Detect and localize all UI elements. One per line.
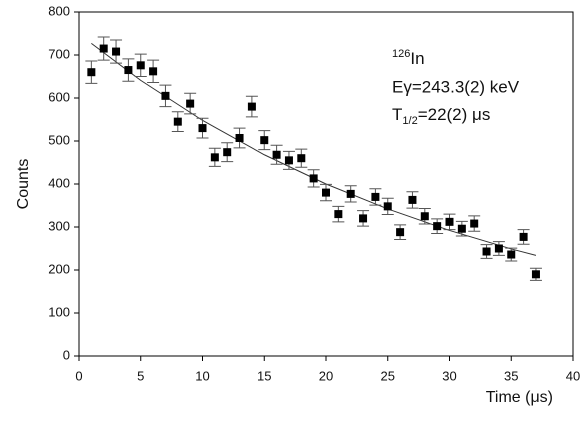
data-point [186,99,195,108]
annotation-half-life: T1/2=22(2) μs [392,105,490,126]
x-tick-label: 0 [75,368,82,383]
y-tick-label: 500 [48,132,70,147]
x-tick-label: 5 [137,368,144,383]
y-tick-label: 600 [48,89,70,104]
y-tick-label: 700 [48,46,70,61]
isotope-mass: 126 [392,48,410,60]
x-tick-label: 35 [504,368,518,383]
y-axis-label: Counts [15,159,32,210]
data-point [235,133,244,142]
data-point [531,270,540,279]
half-life-symbol: T [392,105,402,124]
y-tick-label: 200 [48,261,70,276]
x-tick-label: 40 [566,368,580,383]
data-point [223,148,232,157]
data-point [198,124,207,133]
data-point [124,66,133,75]
data-point [519,232,528,241]
half-life-value: =22(2) μs [418,105,491,124]
y-tick-label: 800 [48,3,70,18]
annotation-energy: Eγ=243.3(2) keV [392,77,520,96]
data-point [284,156,293,165]
data-point [482,247,491,256]
data-point [470,219,479,228]
half-life-sub: 1/2 [402,115,417,127]
data-point [322,188,330,197]
fit-curve [91,42,537,256]
x-tick-label: 30 [442,368,456,383]
data-point [371,192,380,201]
x-tick-label: 20 [319,368,333,383]
data-point [260,136,269,145]
data-point [359,214,368,223]
data-point [457,224,466,233]
data-point [112,47,121,56]
data-point [210,153,219,162]
x-tick-label: 10 [195,368,209,383]
data-point [396,228,405,237]
data-point [494,244,503,253]
data-point [136,61,145,70]
data-point [346,189,355,198]
data-point [87,68,96,77]
y-tick-label: 300 [48,218,70,233]
y-tick-label: 0 [63,347,70,362]
data-point [309,174,318,183]
data-point [161,91,170,100]
annotation-isotope: 126In [392,48,425,69]
data-point [383,202,392,211]
data-point [247,102,256,111]
y-tick-label: 400 [48,175,70,190]
x-axis-label: Time (μs) [486,389,553,406]
data-point [445,217,454,226]
data-point [272,150,281,159]
data-point [99,44,108,53]
data-point [173,117,182,126]
data-point [297,154,306,163]
x-tick-label: 15 [257,368,271,383]
y-tick-label: 100 [48,304,70,319]
data-point [334,210,343,219]
data-point [408,195,417,204]
data-point [420,212,429,221]
data-point [433,222,442,231]
isotope-name: In [410,49,424,68]
x-tick-label: 25 [381,368,395,383]
data-point [507,250,516,259]
data-point [149,67,158,76]
